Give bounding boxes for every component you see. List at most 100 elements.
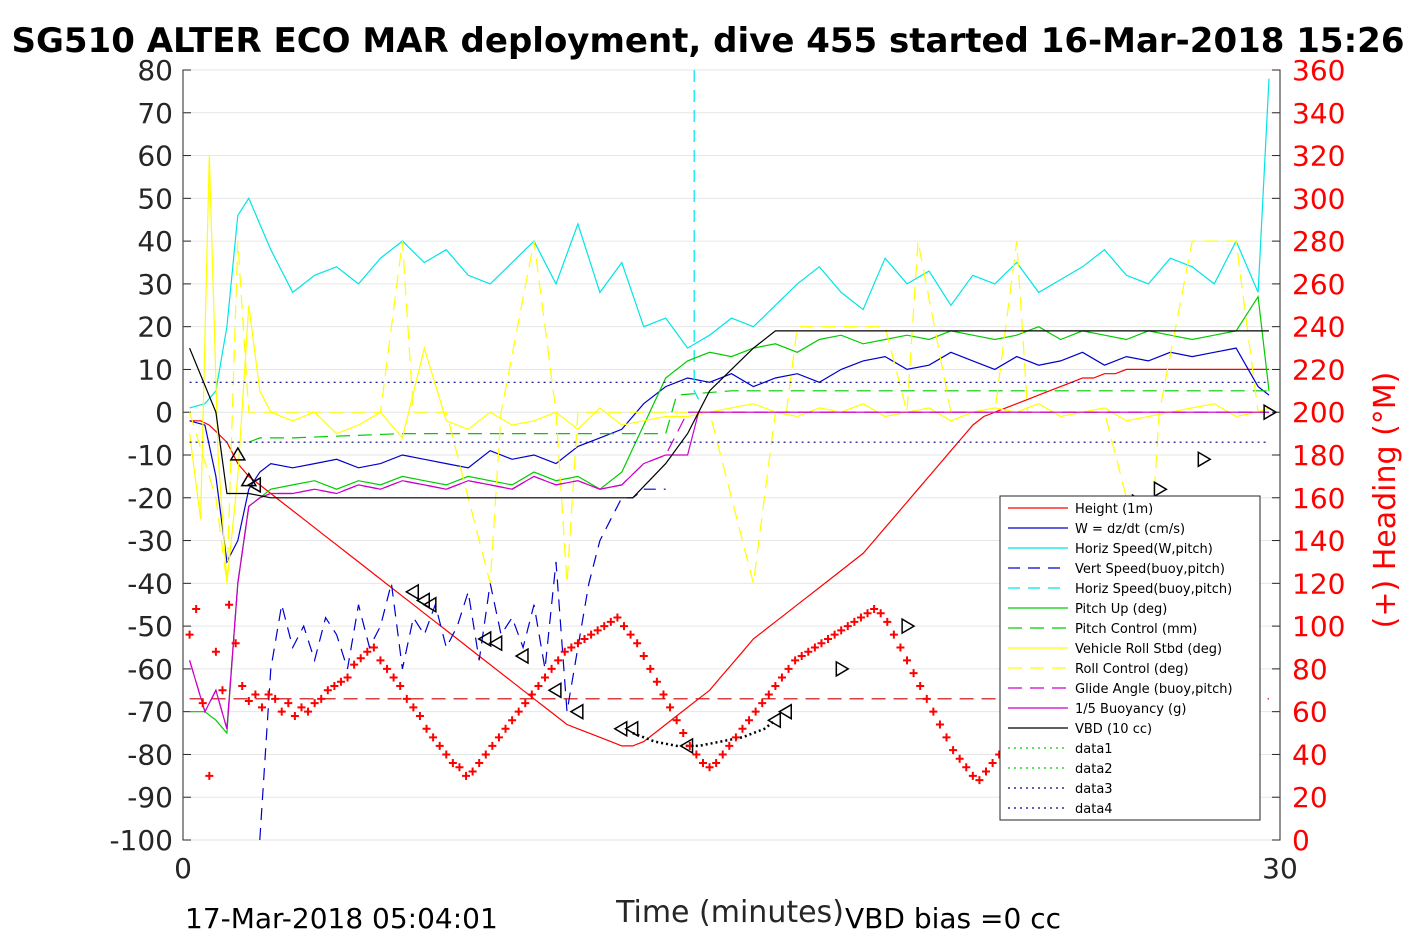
y2-tick-label: 20 bbox=[1292, 781, 1328, 814]
grid-lines bbox=[183, 69, 1280, 841]
legend-entry: Horiz Speed(W,pitch) bbox=[1075, 542, 1213, 557]
footer-timestamp: 17-Mar-2018 05:04:01 bbox=[185, 902, 498, 935]
heading-point bbox=[856, 613, 865, 622]
heading-point bbox=[422, 724, 431, 733]
heading-point bbox=[389, 673, 398, 682]
heading-point bbox=[593, 626, 602, 635]
series-height-1m- bbox=[189, 368, 1269, 747]
heading-point bbox=[238, 682, 247, 690]
y-tick-label: 60 bbox=[137, 140, 173, 173]
heading-point bbox=[310, 699, 319, 708]
y2-tick-label: 180 bbox=[1292, 439, 1345, 472]
x-tick-label: 30 bbox=[1262, 852, 1298, 885]
heading-point bbox=[679, 729, 688, 738]
triangle-marker bbox=[1197, 450, 1212, 468]
triangle-marker bbox=[404, 583, 420, 601]
heading-point bbox=[817, 639, 826, 648]
heading-point bbox=[587, 630, 596, 639]
heading-point bbox=[343, 673, 352, 682]
heading-point bbox=[534, 682, 543, 690]
heading-point bbox=[830, 630, 839, 639]
legend-box bbox=[999, 495, 1261, 821]
heading-point bbox=[475, 759, 484, 767]
legend-entry: Vert Speed(buoy,pitch) bbox=[1075, 562, 1225, 577]
heading-point bbox=[541, 673, 550, 682]
x-axis-label: Time (minutes) bbox=[615, 895, 844, 930]
heading-point bbox=[369, 643, 378, 652]
heading-point bbox=[363, 647, 372, 656]
heading-point bbox=[988, 759, 997, 767]
legend-entry: data2 bbox=[1075, 762, 1113, 777]
series-pitch-control-mm- bbox=[248, 390, 1269, 443]
heading-point bbox=[580, 634, 589, 643]
triangle-marker bbox=[246, 476, 262, 494]
heading-point bbox=[968, 771, 977, 780]
heading-point bbox=[356, 654, 365, 663]
heading-point bbox=[738, 724, 747, 733]
heading-point bbox=[850, 617, 859, 626]
y2-tick-label: 240 bbox=[1292, 311, 1345, 344]
heading-point bbox=[903, 656, 912, 665]
legend-entry: data3 bbox=[1075, 782, 1113, 797]
y-tick-label: -60 bbox=[127, 653, 173, 686]
heading-point bbox=[712, 759, 721, 767]
heading-point bbox=[330, 682, 339, 690]
heading-point bbox=[192, 605, 201, 613]
y-tick-label: -30 bbox=[127, 525, 173, 558]
heading-point bbox=[698, 759, 707, 767]
legend-entry: 1/5 Buoyancy (g) bbox=[1075, 702, 1186, 717]
heading-point bbox=[896, 643, 905, 652]
heading-point bbox=[218, 686, 227, 695]
triangle-marker bbox=[901, 617, 916, 635]
y-tick-label: 50 bbox=[137, 182, 173, 215]
triangle-marker bbox=[1153, 480, 1168, 498]
right-axis-ticks: 3603403203002802602402202001801601401201… bbox=[1272, 54, 1345, 857]
triangle-marker bbox=[835, 660, 850, 678]
y-tick-label: -90 bbox=[127, 781, 173, 814]
y-tick-label: -100 bbox=[109, 824, 173, 857]
heading-point bbox=[488, 741, 497, 750]
y2-tick-label: 280 bbox=[1292, 225, 1345, 258]
legend-entry: data4 bbox=[1075, 802, 1113, 817]
y2-tick-label: 260 bbox=[1292, 268, 1345, 301]
triangle-marker bbox=[679, 737, 694, 755]
y2-tick-label: 160 bbox=[1292, 482, 1345, 515]
heading-point bbox=[659, 690, 668, 699]
triangle-marker bbox=[488, 634, 503, 652]
heading-point bbox=[560, 647, 569, 656]
heading-point bbox=[468, 767, 477, 776]
y2-tick-label: 40 bbox=[1292, 738, 1328, 771]
triangle-marker bbox=[777, 703, 792, 720]
right-axis-label: (+) Heading (°M) bbox=[1368, 372, 1403, 629]
y2-tick-label: 360 bbox=[1292, 54, 1345, 87]
heading-point bbox=[982, 767, 991, 776]
heading-point bbox=[870, 605, 879, 613]
y-tick-label: -10 bbox=[127, 439, 173, 472]
y-tick-label: -20 bbox=[127, 482, 173, 515]
heading-point bbox=[777, 673, 786, 682]
heading-point bbox=[415, 711, 424, 720]
footer-vbd-bias: VBD bias =0 cc bbox=[845, 902, 1061, 935]
series-layer bbox=[189, 70, 1270, 840]
y-tick-label: 40 bbox=[137, 225, 173, 258]
heading-point bbox=[843, 622, 852, 631]
x-tick-label: 0 bbox=[174, 852, 192, 885]
y-tick-label: 10 bbox=[137, 353, 173, 386]
heading-point bbox=[554, 656, 563, 665]
triangle-marker bbox=[569, 703, 584, 720]
heading-point bbox=[290, 711, 299, 720]
heading-point bbox=[883, 617, 892, 626]
heading-point bbox=[350, 660, 359, 669]
heading-point bbox=[626, 630, 635, 639]
y-tick-label: -40 bbox=[127, 567, 173, 600]
y2-tick-label: 60 bbox=[1292, 696, 1328, 729]
y-tick-label: -50 bbox=[127, 610, 173, 643]
series-horiz-speed-w-pitch- bbox=[189, 78, 1270, 409]
triangle-marker bbox=[514, 647, 529, 665]
y-tick-label: 30 bbox=[137, 268, 173, 301]
legend-entry: Roll Control (deg) bbox=[1075, 662, 1189, 677]
y2-tick-label: 320 bbox=[1292, 140, 1345, 173]
y2-tick-label: 220 bbox=[1292, 353, 1345, 386]
triangle-marker bbox=[229, 446, 247, 461]
heading-point bbox=[935, 720, 944, 729]
